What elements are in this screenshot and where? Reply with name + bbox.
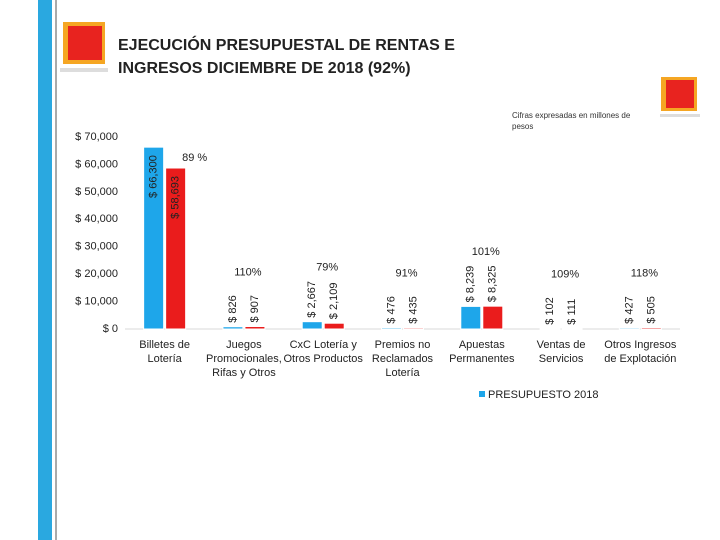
bar xyxy=(165,167,187,330)
x-tick-label: Premios no Reclamados Lotería xyxy=(371,339,434,379)
value-label: $ 505 xyxy=(645,296,657,324)
y-tick-label: $ 30,000 xyxy=(75,241,118,253)
bar xyxy=(323,322,345,330)
value-label: $ 476 xyxy=(385,296,397,324)
side-stripe xyxy=(38,0,52,540)
legend-swatch xyxy=(479,391,485,397)
value-label: $ 2,667 xyxy=(306,281,318,318)
logo xyxy=(60,22,108,72)
y-tick-label: $ 70,000 xyxy=(75,131,118,143)
value-label: $ 102 xyxy=(544,297,556,325)
percent-label: 89 % xyxy=(182,152,207,164)
value-label: $ 8,325 xyxy=(487,265,499,302)
value-label: $ 58,693 xyxy=(170,176,182,219)
bar xyxy=(301,321,323,330)
percent-label: 79% xyxy=(316,262,338,274)
percent-label: 109% xyxy=(551,269,579,281)
title: EJECUCIÓN PRESUPUESTAL DE RENTAS E INGRE… xyxy=(118,37,455,77)
y-tick-label: $ 20,000 xyxy=(75,268,118,280)
value-label: $ 427 xyxy=(623,296,635,324)
percent-label: 101% xyxy=(472,246,500,258)
bar xyxy=(381,327,402,330)
value-label: $ 111 xyxy=(566,299,578,325)
bar xyxy=(222,326,244,330)
y-tick-label: $ 40,000 xyxy=(75,213,118,225)
x-tick-label: Apuestas Permanentes xyxy=(449,339,515,365)
percent-label: 91% xyxy=(395,268,417,280)
y-tick-label: $ 60,000 xyxy=(75,158,118,170)
y-tick-label: $ 10,000 xyxy=(75,295,118,307)
y-tick-label: $ 0 xyxy=(103,323,118,335)
x-tick-label: CxC Lotería y Otros Productos xyxy=(283,339,363,365)
legend-label: PRESUPUESTO 2018 xyxy=(488,389,598,401)
value-label: $ 2,109 xyxy=(328,283,340,320)
logo-small xyxy=(660,77,700,117)
x-tick-label: Otros Ingresos de Explotación xyxy=(604,339,677,365)
bar xyxy=(482,305,504,330)
bar xyxy=(460,305,482,330)
subtitle: Cifras expresadas en millones de pesos xyxy=(512,111,631,131)
x-tick-label: Juegos Promocionales, Rifas y Otros xyxy=(206,339,282,379)
y-tick-label: $ 50,000 xyxy=(75,186,118,198)
bar xyxy=(244,326,266,330)
value-label: $ 907 xyxy=(249,295,261,323)
value-label: $ 66,300 xyxy=(148,155,160,198)
x-tick-label: Ventas de Servicios xyxy=(536,339,586,365)
value-label: $ 826 xyxy=(227,295,239,323)
x-tick-label: Billetes de Lotería xyxy=(139,339,191,365)
bar xyxy=(403,327,424,330)
percent-label: 118% xyxy=(631,268,659,280)
percent-label: 110% xyxy=(234,266,262,278)
bar xyxy=(618,327,640,330)
bar xyxy=(143,146,165,330)
value-label: $ 435 xyxy=(407,296,419,324)
value-label: $ 8,239 xyxy=(465,266,477,303)
bar xyxy=(640,327,662,330)
